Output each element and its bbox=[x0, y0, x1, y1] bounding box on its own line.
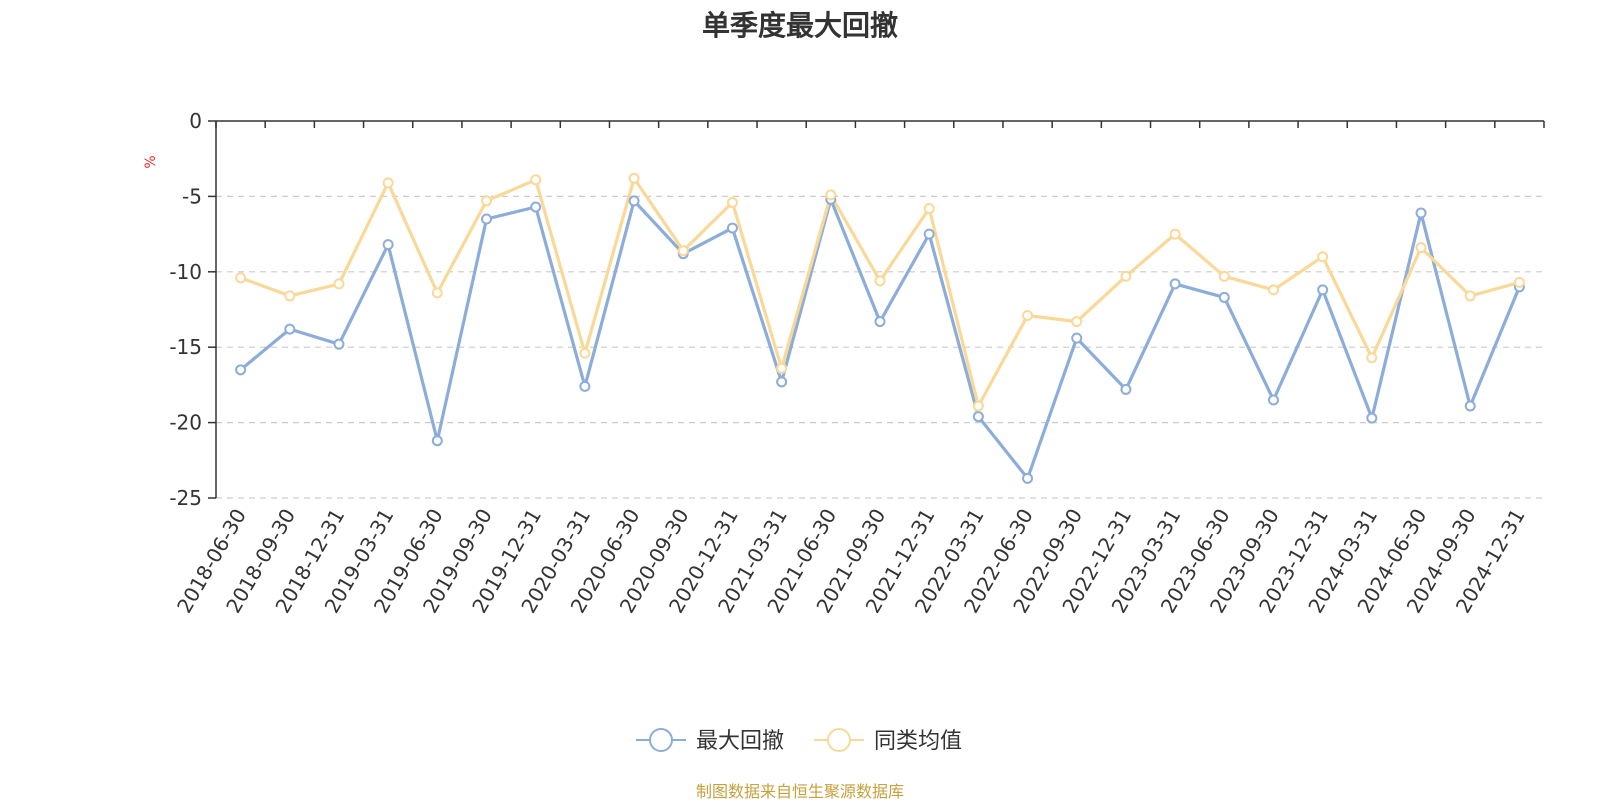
data-point bbox=[1218, 291, 1230, 303]
data-point bbox=[628, 195, 640, 207]
legend-circle-icon bbox=[649, 728, 673, 752]
data-point bbox=[1513, 276, 1525, 288]
chart-title: 单季度最大回撤 bbox=[701, 9, 898, 42]
data-point bbox=[1415, 207, 1427, 219]
data-point bbox=[923, 228, 935, 240]
data-point bbox=[1317, 284, 1329, 296]
data-point bbox=[874, 275, 886, 287]
data-point bbox=[726, 222, 738, 234]
data-point bbox=[481, 213, 493, 225]
data-point bbox=[1267, 284, 1279, 296]
data-point bbox=[972, 411, 984, 423]
data-point bbox=[677, 245, 689, 257]
data-point bbox=[284, 290, 296, 302]
data-point bbox=[235, 364, 247, 376]
data-point bbox=[1071, 332, 1083, 344]
data-point bbox=[1366, 352, 1378, 364]
y-axis-unit: % bbox=[143, 155, 159, 168]
y-tick-label: -20 bbox=[169, 411, 202, 435]
data-point bbox=[726, 196, 738, 208]
data-point bbox=[530, 174, 542, 186]
data-point bbox=[579, 347, 591, 359]
data-point bbox=[382, 239, 394, 251]
data-point bbox=[481, 195, 493, 207]
legend-item[interactable]: 最大回撤 bbox=[636, 728, 784, 754]
data-point bbox=[1120, 383, 1132, 395]
data-point bbox=[1267, 394, 1279, 406]
y-tick-label: -15 bbox=[169, 335, 202, 359]
data-point bbox=[284, 323, 296, 335]
data-point bbox=[1120, 270, 1132, 282]
legend-label: 同类均值 bbox=[874, 729, 962, 754]
data-point bbox=[1022, 472, 1034, 484]
data-point bbox=[382, 177, 394, 189]
data-point bbox=[1169, 278, 1181, 290]
legend-label: 最大回撤 bbox=[696, 729, 784, 754]
data-point bbox=[923, 202, 935, 214]
data-point bbox=[628, 172, 640, 184]
data-point bbox=[333, 338, 345, 350]
data-point bbox=[874, 316, 886, 328]
data-point bbox=[1464, 400, 1476, 412]
data-point bbox=[1317, 251, 1329, 263]
data-point bbox=[1415, 242, 1427, 254]
series-lines bbox=[235, 172, 1525, 484]
series-line bbox=[239, 197, 1521, 480]
data-point bbox=[431, 287, 443, 299]
data-point bbox=[1169, 228, 1181, 240]
y-tick-label: -10 bbox=[169, 260, 202, 284]
data-point bbox=[1464, 290, 1476, 302]
data-point bbox=[776, 362, 788, 374]
data-point bbox=[333, 278, 345, 290]
data-point bbox=[972, 400, 984, 412]
y-tick-label: -5 bbox=[182, 184, 202, 208]
y-tick-label: 0 bbox=[189, 109, 202, 133]
data-point bbox=[776, 376, 788, 388]
data-point bbox=[530, 201, 542, 213]
source-note: 制图数据来自恒生聚源数据库 bbox=[695, 782, 904, 801]
data-point bbox=[579, 380, 591, 392]
data-point bbox=[431, 435, 443, 447]
data-point bbox=[825, 189, 837, 201]
legend-item[interactable]: 同类均值 bbox=[814, 728, 962, 754]
data-point bbox=[1366, 412, 1378, 424]
axes: 0-5-10-15-20-25%2018-06-302018-09-302018… bbox=[143, 109, 1545, 617]
grid-lines bbox=[216, 195, 1544, 499]
data-point bbox=[1071, 316, 1083, 328]
legend[interactable]: 最大回撤 同类均值 bbox=[636, 728, 962, 754]
y-tick-label: -25 bbox=[169, 486, 202, 510]
data-point bbox=[1218, 270, 1230, 282]
data-point bbox=[1022, 310, 1034, 322]
legend-circle-icon bbox=[827, 728, 851, 752]
data-point bbox=[235, 272, 247, 284]
